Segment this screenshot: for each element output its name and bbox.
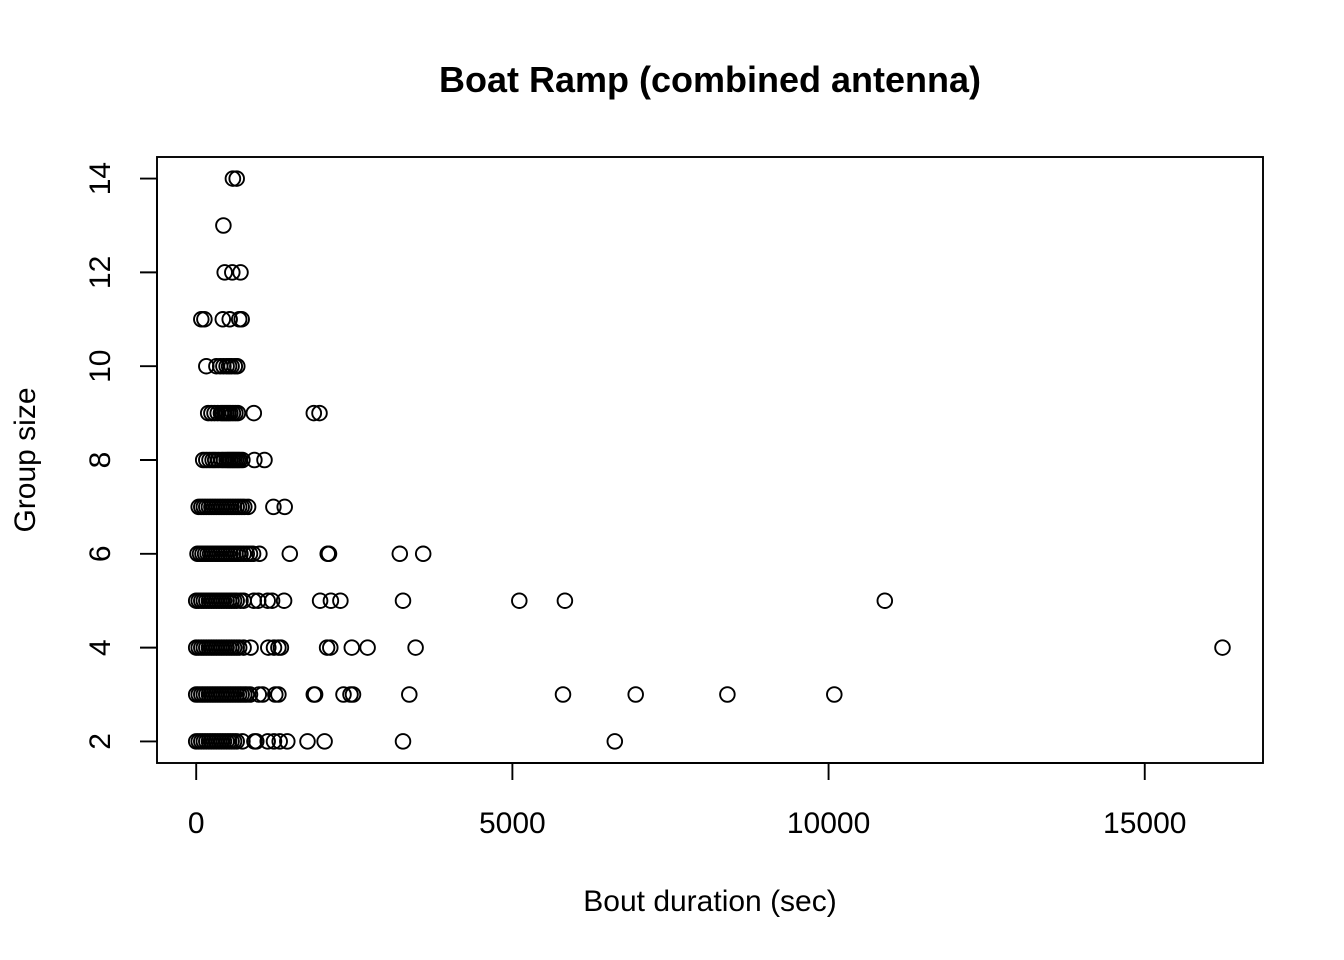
data-point [260, 639, 277, 656]
data-point [279, 733, 296, 750]
data-point [719, 686, 736, 703]
data-point [826, 686, 843, 703]
data-point [242, 639, 259, 656]
data-point [322, 592, 340, 609]
y-tick-label: 2 [84, 733, 117, 750]
data-point [511, 592, 528, 609]
x-axis-label: Bout duration (sec) [583, 885, 836, 918]
data-point [606, 733, 624, 750]
data-point [241, 686, 259, 703]
y-axis-label: Group size [9, 387, 42, 532]
data-point [627, 686, 644, 703]
data-point [245, 404, 263, 422]
x-tick-label: 5000 [479, 807, 546, 840]
data-point [318, 639, 336, 656]
data-point [229, 357, 246, 375]
data-point [234, 451, 251, 469]
data-point [311, 404, 328, 422]
data-point [343, 639, 361, 656]
plot-frame [156, 156, 1264, 764]
x-tick-label: 0 [188, 807, 205, 840]
y-tick-label: 8 [84, 452, 117, 469]
x-tick-label: 10000 [787, 807, 870, 840]
data-point [401, 686, 418, 703]
data-point [254, 686, 271, 703]
data-point [214, 311, 232, 328]
data-point [259, 733, 276, 750]
chart-title: Boat Ramp (combined antenna) [439, 59, 981, 100]
y-axis: 2 4 6 8 10 12 14 [84, 162, 158, 750]
data-point [196, 311, 213, 328]
data-point [394, 592, 412, 609]
data-point [216, 264, 233, 281]
data-point [407, 639, 424, 656]
data-point [305, 404, 323, 422]
data-point [391, 545, 409, 563]
data-point [414, 545, 432, 563]
data-point [224, 264, 241, 281]
data-point [335, 686, 352, 703]
data-point [554, 686, 572, 703]
data-point [275, 592, 293, 609]
data-point [265, 498, 282, 516]
data-point [232, 264, 249, 281]
data-point [876, 592, 894, 609]
data-point [359, 639, 376, 656]
x-tick-label: 15000 [1103, 807, 1186, 840]
data-point [228, 170, 245, 187]
data-point [271, 733, 288, 750]
data-point [281, 545, 299, 563]
data-point [344, 686, 362, 703]
data-point [239, 498, 257, 516]
data-point [233, 311, 250, 328]
data-point [265, 733, 283, 750]
data-point [1214, 639, 1231, 656]
y-tick-label: 6 [84, 545, 117, 562]
data-point [322, 639, 339, 656]
data-point [259, 592, 276, 609]
data-point [221, 311, 238, 328]
data-point [276, 498, 293, 516]
data-point [246, 451, 263, 469]
data-point [228, 733, 245, 750]
data-point [272, 639, 290, 656]
y-tick-label: 10 [84, 350, 117, 383]
data-point [332, 592, 349, 609]
data-point [316, 733, 333, 750]
data-point [265, 639, 283, 656]
data-point [251, 545, 268, 563]
y-tick-label: 12 [84, 256, 117, 289]
data-point [235, 639, 252, 656]
data-point [215, 217, 232, 234]
data-point [229, 404, 247, 422]
data-point [270, 686, 287, 703]
data-point [394, 733, 412, 750]
data-point [311, 592, 329, 609]
data-point [230, 639, 248, 656]
y-tick-label: 14 [84, 162, 117, 195]
x-axis: 0 5000 10000 15000 [188, 762, 1186, 840]
data-point [263, 592, 281, 609]
data-point [320, 545, 338, 563]
data-points [187, 170, 1231, 750]
data-point [248, 733, 265, 750]
data-point [299, 733, 316, 750]
data-point [244, 545, 262, 563]
data-point [306, 686, 324, 703]
y-tick-label: 4 [84, 639, 117, 656]
data-point [256, 451, 273, 469]
data-point [556, 592, 574, 609]
